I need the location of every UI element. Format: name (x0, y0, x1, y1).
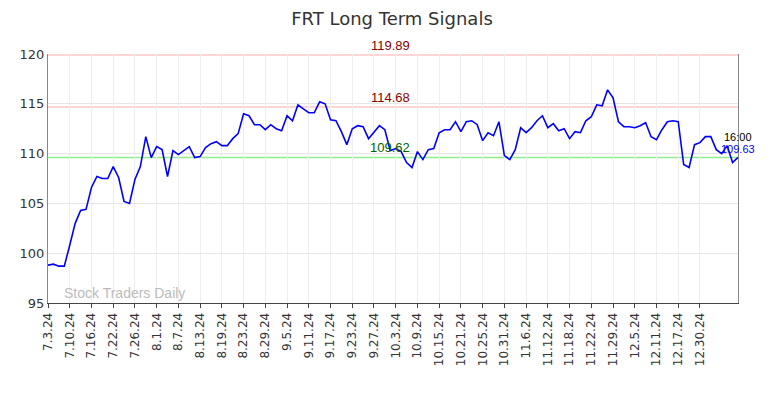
svg-text:11.29.24: 11.29.24 (606, 313, 620, 366)
svg-text:16:00: 16:00 (724, 131, 752, 143)
svg-text:109.62: 109.62 (370, 140, 410, 155)
svg-text:8.7.24: 8.7.24 (171, 313, 185, 351)
svg-text:12.17.24: 12.17.24 (671, 313, 685, 366)
svg-text:9.27.24: 9.27.24 (367, 313, 381, 359)
svg-text:100: 100 (20, 246, 45, 261)
svg-text:12.5.24: 12.5.24 (628, 313, 642, 359)
svg-text:8.29.24: 8.29.24 (258, 313, 272, 359)
svg-text:Stock Traders Daily: Stock Traders Daily (64, 285, 185, 301)
svg-text:7.10.24: 7.10.24 (63, 313, 77, 359)
svg-text:11.18.24: 11.18.24 (562, 313, 576, 366)
svg-text:12.30.24: 12.30.24 (693, 313, 707, 366)
svg-text:114.68: 114.68 (371, 90, 410, 105)
svg-text:11.6.24: 11.6.24 (519, 313, 533, 359)
svg-text:10.9.24: 10.9.24 (410, 313, 424, 359)
svg-text:10.21.24: 10.21.24 (454, 313, 468, 366)
svg-text:9.17.24: 9.17.24 (323, 313, 337, 359)
svg-text:10.31.24: 10.31.24 (497, 313, 511, 366)
svg-text:119.89: 119.89 (371, 38, 410, 53)
svg-text:109.63: 109.63 (721, 143, 755, 155)
svg-text:FRT Long Term Signals: FRT Long Term Signals (291, 8, 493, 29)
svg-text:7.26.24: 7.26.24 (128, 313, 142, 359)
svg-text:12.11.24: 12.11.24 (649, 313, 663, 366)
svg-text:95: 95 (28, 296, 45, 311)
svg-text:7.3.24: 7.3.24 (41, 313, 55, 351)
svg-text:10.3.24: 10.3.24 (389, 313, 403, 359)
svg-text:105: 105 (20, 196, 45, 211)
svg-text:110: 110 (20, 146, 45, 161)
svg-text:7.16.24: 7.16.24 (84, 313, 98, 359)
svg-text:8.19.24: 8.19.24 (215, 313, 229, 359)
svg-text:8.23.24: 8.23.24 (236, 313, 250, 359)
svg-text:9.23.24: 9.23.24 (345, 313, 359, 359)
svg-text:8.13.24: 8.13.24 (193, 313, 207, 359)
svg-text:10.15.24: 10.15.24 (432, 313, 446, 366)
svg-text:7.22.24: 7.22.24 (106, 313, 120, 359)
svg-text:11.22.24: 11.22.24 (584, 313, 598, 366)
svg-text:120: 120 (20, 47, 45, 62)
svg-text:10.25.24: 10.25.24 (476, 313, 490, 366)
svg-text:9.5.24: 9.5.24 (280, 313, 294, 351)
svg-text:115: 115 (20, 96, 45, 111)
svg-text:9.11.24: 9.11.24 (302, 313, 316, 359)
svg-text:11.12.24: 11.12.24 (541, 313, 555, 366)
svg-text:8.1.24: 8.1.24 (150, 313, 164, 351)
